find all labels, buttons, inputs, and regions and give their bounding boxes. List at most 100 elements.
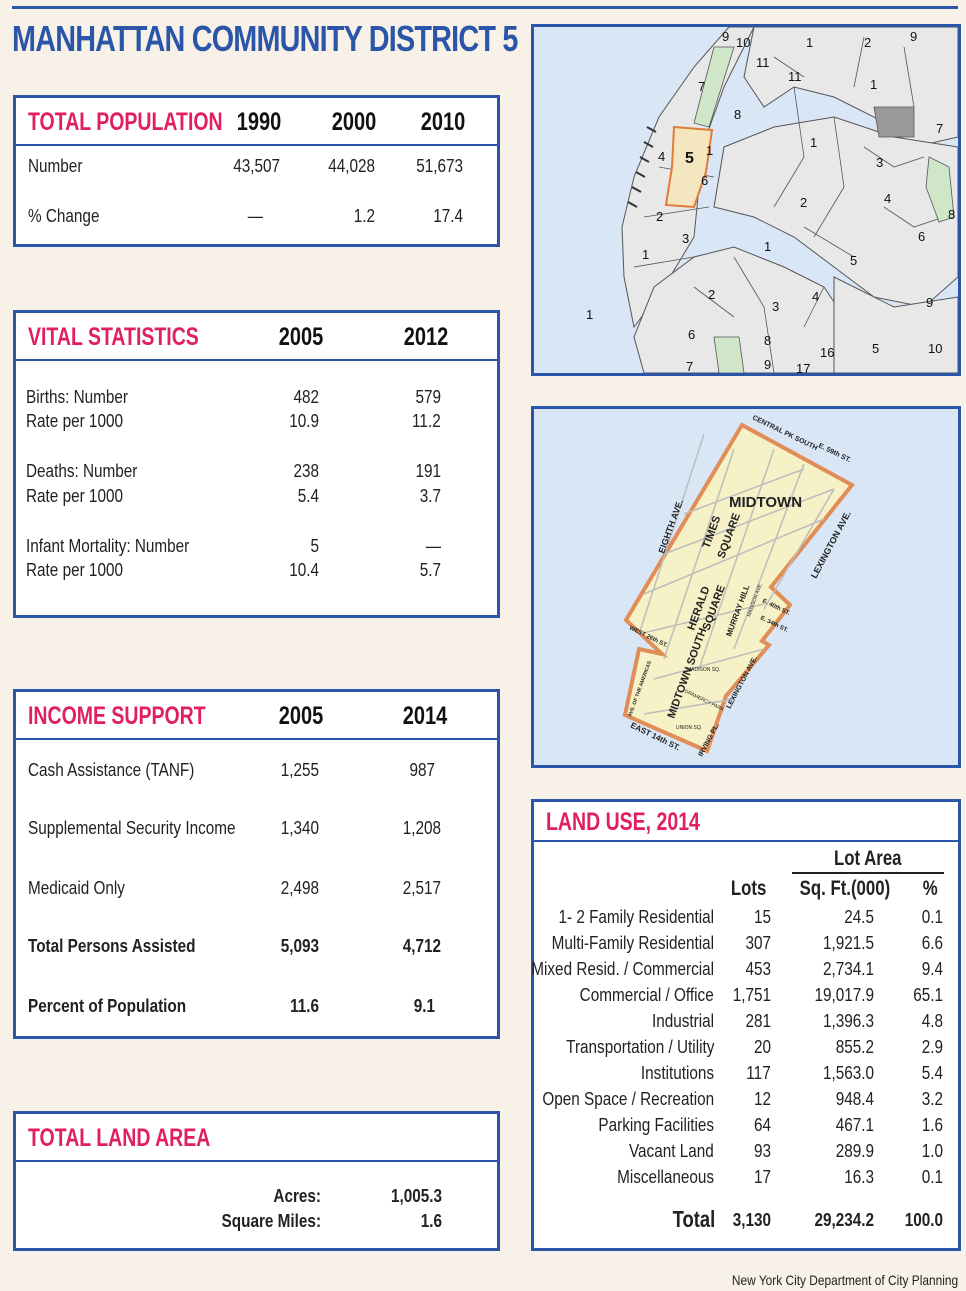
footer-credit: New York City Department of City Plannin… xyxy=(731,1272,958,1288)
district-number: 8 xyxy=(948,207,955,222)
land-use-pct: 3.2 xyxy=(921,1089,943,1109)
land-use-pct: 0.1 xyxy=(921,907,943,927)
land-use-sqft: 948.4 xyxy=(835,1089,874,1109)
district-number: 10 xyxy=(736,35,750,50)
row-label: Square Miles: xyxy=(221,1211,321,1231)
row-label: Rate per 1000 xyxy=(26,411,123,431)
row-label: Rate per 1000 xyxy=(26,560,123,580)
land-use-sqft: 19,017.9 xyxy=(814,985,874,1005)
land-use-label: 1- 2 Family Residential xyxy=(558,907,714,927)
land-use-lots: 15 xyxy=(753,907,771,927)
year-header: 1990 xyxy=(236,108,282,136)
district-number: 4 xyxy=(658,149,665,164)
row-label: Acres: xyxy=(273,1186,321,1206)
district-boundary xyxy=(622,422,856,754)
land-use-pct: 9.4 xyxy=(921,959,943,979)
value: 5.4 xyxy=(297,486,319,506)
land-use-lots: 281 xyxy=(745,1011,771,1031)
borough-map: 9 10 1 2 9 11 11 1 7 8 7 1 1 4 5 6 3 2 4 8 2 3 6 1 5 1 1 2 3 4 9 6 8 16 5 1… xyxy=(531,24,961,376)
vital-statistics-title: VITAL STATISTICS xyxy=(28,323,199,351)
row-label: Rate per 1000 xyxy=(26,486,123,506)
total-population-title: TOTAL POPULATION xyxy=(28,108,223,136)
district-number: 4 xyxy=(884,191,891,206)
value: 11.2 xyxy=(412,411,441,431)
year-header: 2010 xyxy=(420,108,466,136)
land-use-pct: 2.9 xyxy=(921,1037,943,1057)
top-rule xyxy=(12,6,958,9)
land-use-lots: 17 xyxy=(753,1167,771,1187)
district-number: 1 xyxy=(642,247,649,262)
value: 1.2 xyxy=(353,206,375,226)
land-use-label: Miscellaneous xyxy=(617,1167,714,1187)
district-number: 6 xyxy=(701,173,708,188)
district-number: 1 xyxy=(706,143,713,158)
district-number: 2 xyxy=(864,35,871,50)
land-use-pct: 6.6 xyxy=(921,933,943,953)
value: 17.4 xyxy=(433,206,463,226)
district-number: 8 xyxy=(764,333,771,348)
district-number: 5 xyxy=(872,341,879,356)
value: 10.4 xyxy=(289,560,319,580)
neighborhood-label: MIDTOWN xyxy=(729,494,802,511)
district-number: 1 xyxy=(806,35,813,50)
district-number: 2 xyxy=(656,209,663,224)
district-number: 16 xyxy=(820,345,834,360)
value: 3.7 xyxy=(419,486,441,506)
column-header: % xyxy=(923,877,938,900)
district-number: 17 xyxy=(796,361,810,373)
district-number: 5 xyxy=(850,253,857,268)
land-use-lots: 453 xyxy=(745,959,771,979)
district-number: 9 xyxy=(926,295,933,310)
district-number: 3 xyxy=(876,155,883,170)
land-use-lots: 64 xyxy=(753,1115,771,1135)
district-number: 3 xyxy=(772,299,779,314)
column-header: Sq. Ft.(000) xyxy=(799,877,890,900)
district-number: 9 xyxy=(764,357,771,372)
year-header: 2005 xyxy=(278,323,324,351)
district-number: 6 xyxy=(918,229,925,244)
land-use-sqft: 16.3 xyxy=(844,1167,874,1187)
land-use-sqft: 1,396.3 xyxy=(822,1011,874,1031)
vital-statistics-panel: VITAL STATISTICS 2005 2012 Births: Numbe… xyxy=(13,310,500,618)
district-map: CENTRAL PK SOUTH E. 59th ST. MIDTOWN EIG… xyxy=(531,406,961,768)
value: 191 xyxy=(415,461,441,481)
land-use-pct: 1.0 xyxy=(921,1141,943,1161)
district-number: 2 xyxy=(708,287,715,302)
income-support-panel: INCOME SUPPORT 2005 2014 Cash Assistance… xyxy=(13,689,500,1039)
district-number: 7 xyxy=(686,359,693,373)
land-use-pct: 1.6 xyxy=(921,1115,943,1135)
land-use-panel: LAND USE, 2014 Lot Area Lots Sq. Ft.(000… xyxy=(531,799,961,1251)
land-use-lots: 117 xyxy=(746,1063,771,1083)
district-number: 6 xyxy=(688,327,695,342)
value: 1,005.3 xyxy=(390,1186,442,1206)
row-label: Deaths: Number xyxy=(26,461,138,481)
row-label: Births: Number xyxy=(26,387,129,407)
value: 1,340 xyxy=(280,818,319,838)
value: 1,208 xyxy=(402,818,441,838)
year-header: 2012 xyxy=(403,323,449,351)
land-use-header: LAND USE, 2014 xyxy=(534,802,958,842)
land-use-label: Mixed Resid. / Commercial xyxy=(531,959,714,979)
district-number: 9 xyxy=(910,29,917,44)
district-number: 8 xyxy=(734,107,741,122)
land-use-pct: 0.1 xyxy=(921,1167,943,1187)
land-use-lots: 1,751 xyxy=(732,985,771,1005)
district-number: 4 xyxy=(812,289,819,304)
total-land-area-panel: TOTAL LAND AREA Acres: 1,005.3 Square Mi… xyxy=(13,1111,500,1251)
value: 1,255 xyxy=(280,760,319,780)
district-number: 3 xyxy=(682,231,689,246)
value: 10.9 xyxy=(289,411,319,431)
land-use-label: Open Space / Recreation xyxy=(542,1089,714,1109)
total-land-area-header: TOTAL LAND AREA xyxy=(16,1114,497,1162)
district-number: 1 xyxy=(870,77,877,92)
row-label: Total Persons Assisted xyxy=(28,936,196,956)
value: 4,712 xyxy=(402,936,441,956)
land-use-pct: 5.4 xyxy=(921,1063,943,1083)
land-use-sqft: 24.5 xyxy=(844,907,874,927)
row-label: Cash Assistance (TANF) xyxy=(28,760,195,780)
value: 5,093 xyxy=(280,936,319,956)
total-sqft: 29,234.2 xyxy=(814,1210,874,1230)
district-number: 1 xyxy=(586,307,593,322)
land-use-lots: 307 xyxy=(745,933,771,953)
land-use-label: Institutions xyxy=(640,1063,714,1083)
